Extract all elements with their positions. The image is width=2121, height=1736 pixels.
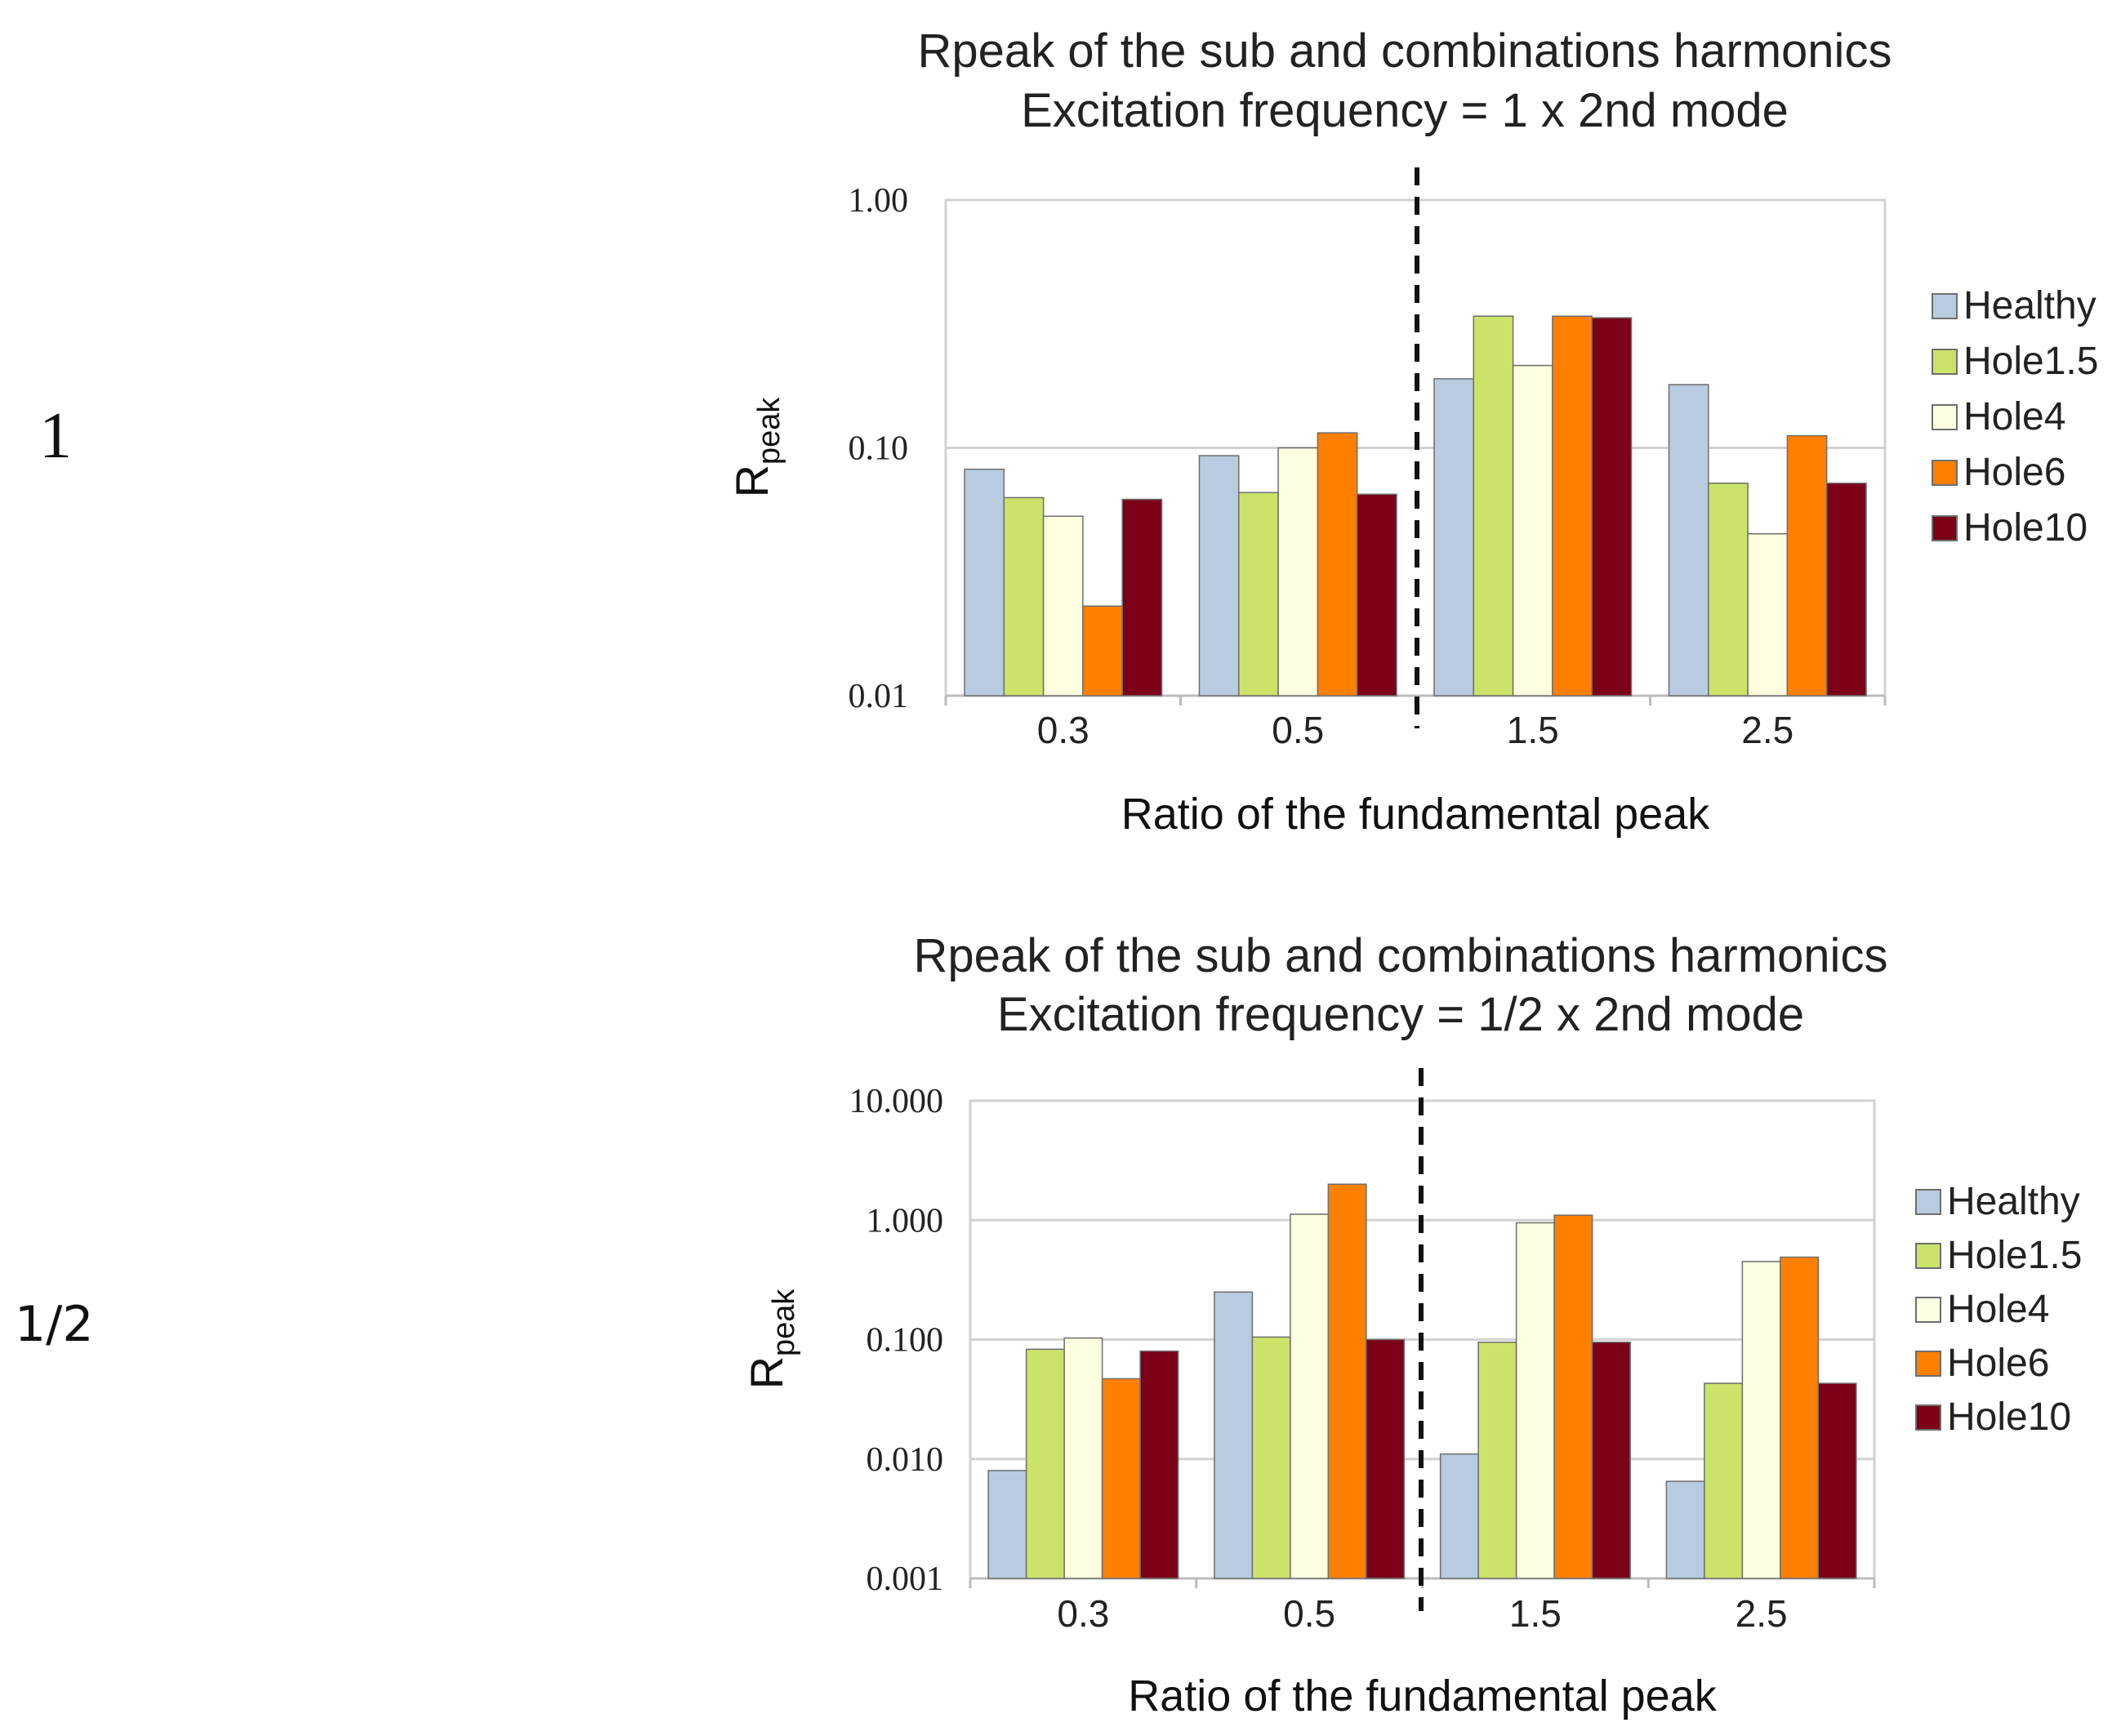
bar-healthy [964,468,1005,697]
x-tick-label: 1.5 [1507,709,1559,751]
bar-hole10 [1817,1382,1857,1579]
bar-hole10 [1591,1342,1631,1579]
y-axis-label-main: R [726,465,778,497]
y-tick-label: 0.001 [867,1560,944,1598]
bar-hole1-5 [1003,496,1045,697]
legend-swatch [1932,349,1958,375]
bar-hole6 [1553,1214,1593,1579]
bar-hole6 [1082,605,1123,697]
legend-label: Hole6 [1947,1342,2049,1385]
legend-label: Healthy [1963,284,2096,327]
bar-hole1-5 [1025,1348,1065,1579]
chart-title-line-2: Excitation frequency = 1/2 x 2nd mode [997,988,1804,1041]
bar-hole10 [1366,1338,1406,1579]
bar-hole1-5 [1251,1336,1291,1579]
bar-healthy [1665,1480,1705,1579]
y-axis-label: Rpeak [741,1289,801,1390]
bar-hole1-5 [1704,1382,1744,1579]
y-tick-label: 10.000 [849,1083,944,1120]
legend-swatch [1932,293,1958,319]
legend-swatch [1915,1243,1941,1269]
bar-healthy [1668,384,1709,697]
legend-swatch [1915,1351,1941,1377]
x-tick-label: 0.5 [1272,709,1324,751]
row-label-1: 1 [39,400,72,472]
bar-hole10 [1356,493,1397,697]
legend-swatch [1915,1297,1941,1323]
bar-healthy [1214,1291,1254,1579]
y-axis-label-sub: peak [752,397,786,465]
bar-hole6 [1317,432,1358,697]
legend-label: Hole4 [1947,1288,2049,1331]
y-axis-label-main: R [741,1356,792,1389]
bar-hole6 [1327,1183,1367,1579]
x-axis-label: Ratio of the fundamental peak [1121,790,1710,839]
bar-hole10 [1139,1350,1179,1579]
bar-hole10 [1121,498,1163,697]
legend-label: Hole1.5 [1947,1234,2082,1277]
y-axis-label-sub: peak [767,1289,801,1356]
bar-hole10 [1825,483,1867,697]
legend-label: Hole1.5 [1963,340,2098,383]
y-axis-label: Rpeak [726,397,786,498]
bar-hole1-5 [1473,315,1514,697]
legend-swatch [1932,404,1958,430]
legend-label: Hole10 [1963,506,2088,550]
chart-title-line-1: Rpeak of the sub and combinations harmon… [914,929,1888,982]
bar-hole1-5 [1238,492,1279,697]
x-tick-label: 2.5 [1741,709,1793,751]
chart-title-line-1: Rpeak of the sub and combinations harmon… [918,24,1892,78]
legend-label: Healthy [1947,1180,2080,1223]
bar-healthy [1198,455,1240,697]
bar-hole4 [1042,515,1084,697]
x-tick-label: 1.5 [1509,1592,1562,1635]
bar-hole4 [1747,533,1789,697]
chart-bottom: Rpeak of the sub and combinations harmon… [741,929,2082,1720]
bar-hole4 [1063,1337,1103,1579]
bar-hole6 [1786,434,1828,697]
y-tick-label: 0.010 [867,1441,944,1479]
x-tick-label: 0.3 [1057,1592,1109,1635]
y-tick-label: 0.100 [867,1322,944,1360]
legend-swatch [1932,515,1958,541]
legend-swatch [1915,1404,1941,1431]
bar-hole4 [1277,447,1319,697]
chart-top: Rpeak of the sub and combinations harmon… [726,24,2098,839]
bar-hole6 [1552,315,1593,697]
y-tick-label: 1.00 [849,182,909,220]
chart-title-line-2: Excitation frequency = 1 x 2nd mode [1021,84,1789,137]
bar-hole4 [1515,1222,1555,1579]
bar-hole6 [1101,1378,1141,1579]
y-tick-label: 1.000 [867,1202,944,1240]
legend-swatch [1915,1189,1941,1215]
bar-hole6 [1780,1256,1820,1579]
bar-hole4 [1741,1261,1781,1579]
bar-hole4 [1290,1213,1330,1579]
x-axis-label: Ratio of the fundamental peak [1128,1671,1717,1720]
y-tick-label: 0.10 [849,430,909,468]
bar-healthy [987,1470,1027,1579]
x-tick-label: 0.3 [1037,709,1089,751]
legend-label: Hole4 [1963,395,2065,438]
bar-healthy [1439,1453,1479,1579]
row-label-2: 1/2 [15,1296,94,1353]
x-tick-label: 2.5 [1736,1592,1788,1635]
legend-swatch [1932,460,1958,486]
bar-hole1-5 [1477,1342,1517,1579]
y-tick-label: 0.01 [849,678,909,715]
x-tick-label: 0.5 [1283,1592,1335,1635]
bar-hole4 [1512,364,1553,697]
bar-healthy [1433,378,1475,697]
bar-hole1-5 [1708,483,1749,697]
bar-hole10 [1591,317,1633,697]
legend-label: Hole6 [1963,451,2065,494]
legend-label: Hole10 [1947,1395,2071,1439]
